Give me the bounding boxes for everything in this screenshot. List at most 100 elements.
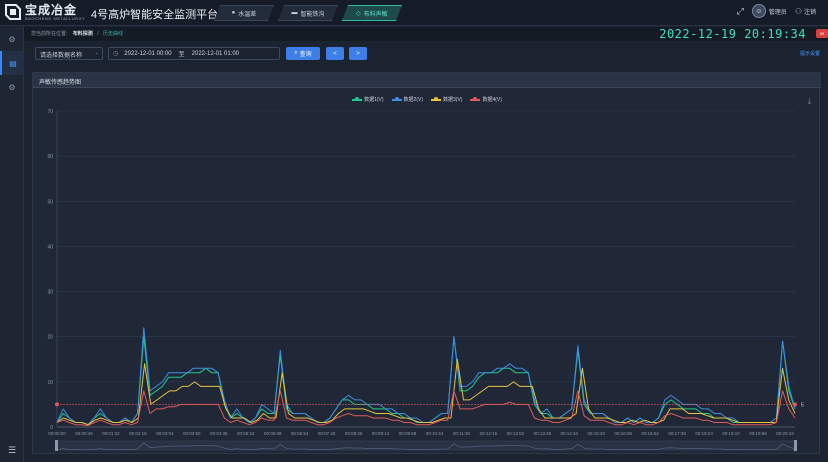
zoom-slider-preview xyxy=(56,442,796,451)
alert-settings-link[interactable]: 提示设置 xyxy=(799,51,820,57)
x-tick-label: 00:14:34 xyxy=(561,431,579,436)
x-tick-label: 00:08:26 xyxy=(345,431,363,436)
panel-title: 声敏传感趋势图 xyxy=(33,73,821,88)
tab-water-temp-diff[interactable]: ● 水温差 xyxy=(214,5,274,21)
select-placeholder: 请选择数据名称 xyxy=(40,53,83,59)
breadcrumb-section[interactable]: 布料探测 xyxy=(72,31,93,37)
chart-legend: 数据1(V) 数据2(V) 数据3(V) 数据4(V) xyxy=(33,96,821,103)
tab-label: 布料声敏 xyxy=(363,11,388,18)
menu-toggle-icon[interactable]: ☰ xyxy=(7,445,17,455)
chevron-down-icon: ⌄ xyxy=(94,50,99,56)
legend-swatch xyxy=(470,97,481,101)
gear-icon: ⚙ xyxy=(8,82,16,92)
series-line-1 xyxy=(56,336,796,426)
y-tick-label: 0 xyxy=(50,425,53,431)
download-icon[interactable]: ⤓ xyxy=(807,98,811,105)
logo: 宝成冶金 BAOCHENG METALLURGY xyxy=(4,3,85,21)
next-button[interactable]: > xyxy=(349,47,367,60)
legend-swatch xyxy=(431,97,441,101)
x-tick-label: 00:01:32 xyxy=(102,431,120,436)
legend-swatch xyxy=(352,97,363,101)
y-tick-label: 60 xyxy=(47,154,53,160)
zoom-handle-right[interactable] xyxy=(794,440,797,451)
avatar[interactable]: ☺ xyxy=(751,4,766,18)
legend-item[interactable]: 数据3(V) xyxy=(431,96,462,103)
y-tick-label: 10 xyxy=(47,380,53,386)
platform-title: 4号高炉智能安全监测平台 xyxy=(91,9,219,21)
x-tick-label: 00:18:24 xyxy=(695,431,713,436)
sidebar-item-home[interactable]: ⚙ xyxy=(0,27,24,51)
x-tick-label: 00:03:04 xyxy=(156,431,174,436)
x-tick-label: 00:00:46 xyxy=(75,431,93,436)
legend-swatch xyxy=(391,97,402,101)
chart-panel: 声敏传感趋势图 0 10 20 30 40 50 60 70 00:00:00 00:00:46 0… xyxy=(32,72,821,454)
prev-button[interactable]: < xyxy=(326,47,344,60)
data-name-select[interactable]: 请选择数据名称 ⌄ xyxy=(35,47,103,60)
breadcrumb-prefix: 您当前所在位置: xyxy=(31,31,68,37)
breadcrumb-page: 历史曲线 xyxy=(102,31,123,37)
logo-subtext: BAOCHENG METALLURGY xyxy=(25,15,86,21)
x-tick-label: 00:16:06 xyxy=(614,431,632,436)
date-range-picker[interactable]: ◷ 2022-12-01 00:00 至 2022-12-01 01:00 xyxy=(108,47,280,60)
tab-smart-iron-trench[interactable]: ▬ 智能铁沟 xyxy=(278,5,338,21)
threshold-start-marker xyxy=(55,402,59,407)
x-tick-label: 00:10:44 xyxy=(426,431,444,436)
clock-icon: ◷ xyxy=(113,51,119,57)
filter-bar: 请选择数据名称 ⌄ ◷ 2022-12-01 00:00 至 2022-12-0… xyxy=(24,42,828,68)
info-icon: ● xyxy=(231,10,236,16)
x-tick-label: 00:15:20 xyxy=(587,431,605,436)
x-tick-label: 00:19:56 xyxy=(749,431,767,436)
x-tick-label: 00:13:02 xyxy=(507,431,525,436)
nav-tabs: ● 水温差 ▬ 智能铁沟 ◇ 布料声敏 xyxy=(214,5,406,21)
start-time[interactable]: 2022-12-01 00:00 xyxy=(124,50,172,57)
breadcrumb: 您当前所在位置: 布料探测 / 历史曲线 xyxy=(31,30,123,37)
x-tick-label: 00:05:22 xyxy=(237,431,255,436)
threshold-end-marker xyxy=(793,402,797,407)
trend-chart: 0 10 20 30 40 50 60 70 00:00:00 00:00:46 00:01:32 0… xyxy=(47,109,804,451)
logout-link[interactable]: 注销 xyxy=(803,9,816,16)
series-line-4 xyxy=(56,390,796,427)
fullscreen-icon[interactable]: ⤢ xyxy=(736,5,744,16)
search-icon: ⌕ xyxy=(294,50,298,56)
logo-mark-icon xyxy=(5,4,21,20)
sidebar-item-monitor[interactable]: ▤ xyxy=(0,51,24,75)
legend-label: 数据4(V) xyxy=(482,97,502,103)
x-tick-label: 00:11:30 xyxy=(453,431,471,436)
logo-text: 宝成冶金 xyxy=(25,2,78,17)
top-bar: 宝成冶金 BAOCHENG METALLURGY 4号高炉智能安全监测平台 ● … xyxy=(0,0,828,26)
query-button[interactable]: ⌕ 查询 xyxy=(286,47,320,60)
legend-item[interactable]: 数据2(V) xyxy=(391,96,423,103)
legend-label: 数据2(V) xyxy=(403,97,423,103)
sub-header: 您当前所在位置: 布料探测 / 历史曲线 2022-12-19 20:19:34… xyxy=(24,27,828,41)
sidebar: ⚙ ▤ ⚙ ☰ xyxy=(0,27,24,462)
x-tick-label: 00:09:12 xyxy=(372,431,390,436)
breadcrumb-separator: / xyxy=(97,31,99,37)
y-tick-label: 70 xyxy=(47,109,53,115)
legend-label: 数据3(V) xyxy=(443,97,463,103)
threshold-label: 5 xyxy=(801,402,804,408)
range-separator: 至 xyxy=(178,52,185,58)
y-tick-label: 20 xyxy=(47,335,53,341)
series-line-3 xyxy=(56,358,796,426)
top-right-tools: ⤢ ☺ 管理员 ⚇ 注销 xyxy=(737,4,824,18)
user-name[interactable]: 管理员 xyxy=(768,9,787,16)
x-tick-label: 00:19:10 xyxy=(722,431,740,436)
legend-item[interactable]: 数据1(V) xyxy=(352,96,384,103)
zoom-handle-left[interactable] xyxy=(55,440,58,451)
tab-label: 智能铁沟 xyxy=(300,11,325,18)
end-time[interactable]: 2022-12-01 01:00 xyxy=(191,50,240,57)
x-tick-label: 00:06:54 xyxy=(291,431,309,436)
sidebar-item-settings[interactable]: ⚙ xyxy=(0,75,24,99)
alarm-badge[interactable]: 99 xyxy=(816,29,828,38)
query-label: 查询 xyxy=(299,52,312,58)
trench-icon: ▬ xyxy=(291,10,298,16)
x-tick-label: 00:02:18 xyxy=(129,431,147,436)
tab-burden-acoustic[interactable]: ◇ 布料声敏 xyxy=(342,5,402,21)
monitor-icon: ▤ xyxy=(9,58,17,68)
legend-label: 数据1(V) xyxy=(364,97,384,103)
x-tick-label: 00:07:40 xyxy=(318,431,336,436)
y-tick-label: 30 xyxy=(47,290,53,296)
clock: 2022-12-19 20:19:34 xyxy=(659,27,806,41)
legend-item[interactable]: 数据4(V) xyxy=(470,96,502,103)
y-tick-label: 40 xyxy=(47,244,53,250)
